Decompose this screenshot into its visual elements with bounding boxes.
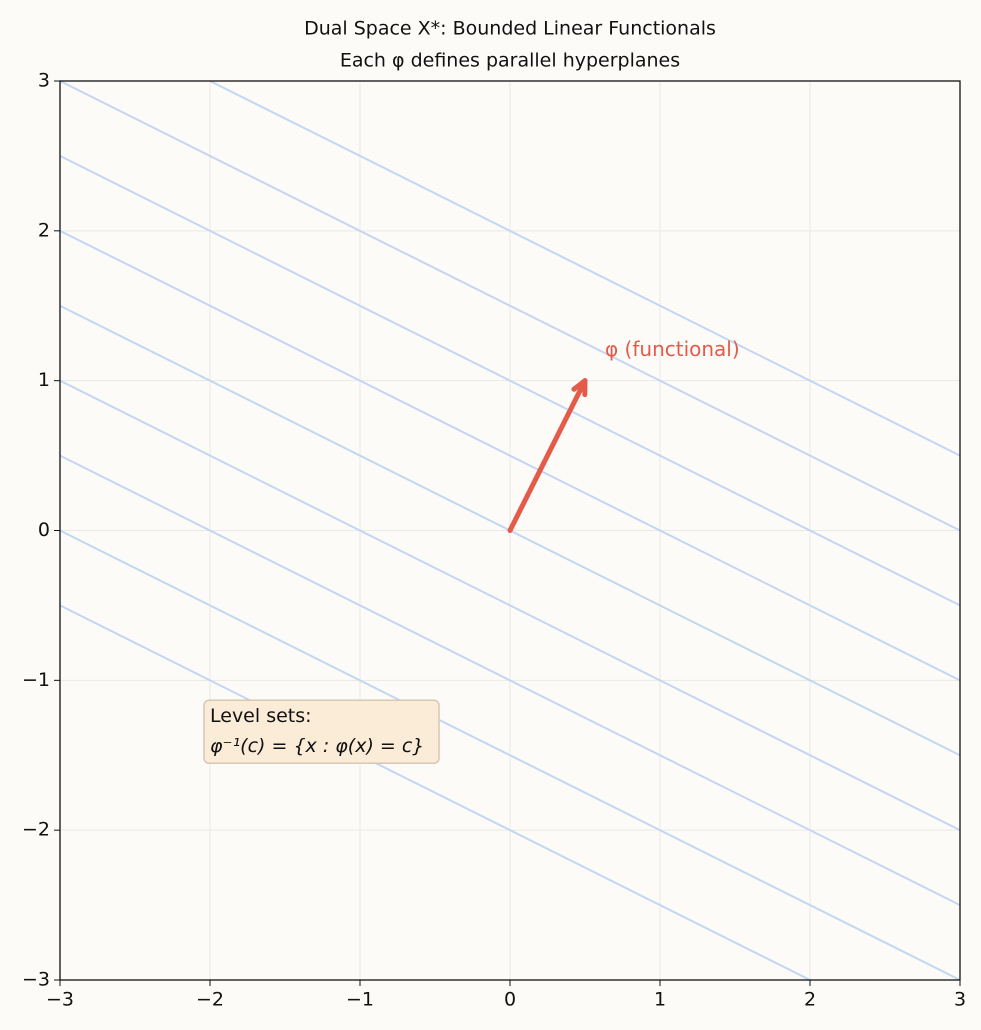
annotation-text: φ⁻¹(c) = {x : φ(x) = c}	[210, 735, 424, 757]
y-tick-label: −3	[22, 969, 50, 991]
y-tick-label: 3	[38, 70, 50, 92]
level-set-line	[209, 80, 961, 457]
level-set-line	[59, 229, 961, 682]
x-tick-label: 0	[504, 989, 516, 1011]
level-set-line	[59, 604, 811, 981]
level-set-line	[59, 379, 961, 832]
annotation-text: Level sets:	[210, 705, 312, 727]
arrow-label: φ (functional)	[605, 337, 740, 361]
chart-subtitle: Each φ defines parallel hyperplanes	[340, 50, 680, 72]
functional-arrow	[507, 378, 588, 533]
level-set-line	[59, 529, 961, 981]
y-tick-label: 0	[38, 519, 50, 541]
level-set-line	[59, 454, 961, 906]
chart-title: Dual Space X*: Bounded Linear Functional…	[304, 18, 716, 40]
x-tick-label: 3	[954, 989, 966, 1011]
x-tick-label: −3	[46, 989, 74, 1011]
y-tick-label: 1	[38, 369, 50, 391]
arrow-head	[571, 378, 588, 398]
x-tick-label: −2	[196, 989, 224, 1011]
x-tick-label: −1	[346, 989, 374, 1011]
level-set-line	[59, 80, 961, 532]
y-tick-label: −1	[22, 669, 50, 691]
axes-frame	[59, 80, 961, 981]
x-tick-label: 1	[654, 989, 666, 1011]
x-tick-label: 2	[804, 989, 816, 1011]
plot-area: −3 −2 −1 0 1 2 3 −3 −2 −1 0 1 2 3 Level sets: φ⁻¹(c) = …	[22, 70, 966, 1011]
annotation-box	[203, 699, 440, 765]
y-tick-label: 2	[38, 219, 50, 241]
level-set-line	[59, 155, 961, 607]
y-tick-label: −2	[22, 819, 50, 841]
